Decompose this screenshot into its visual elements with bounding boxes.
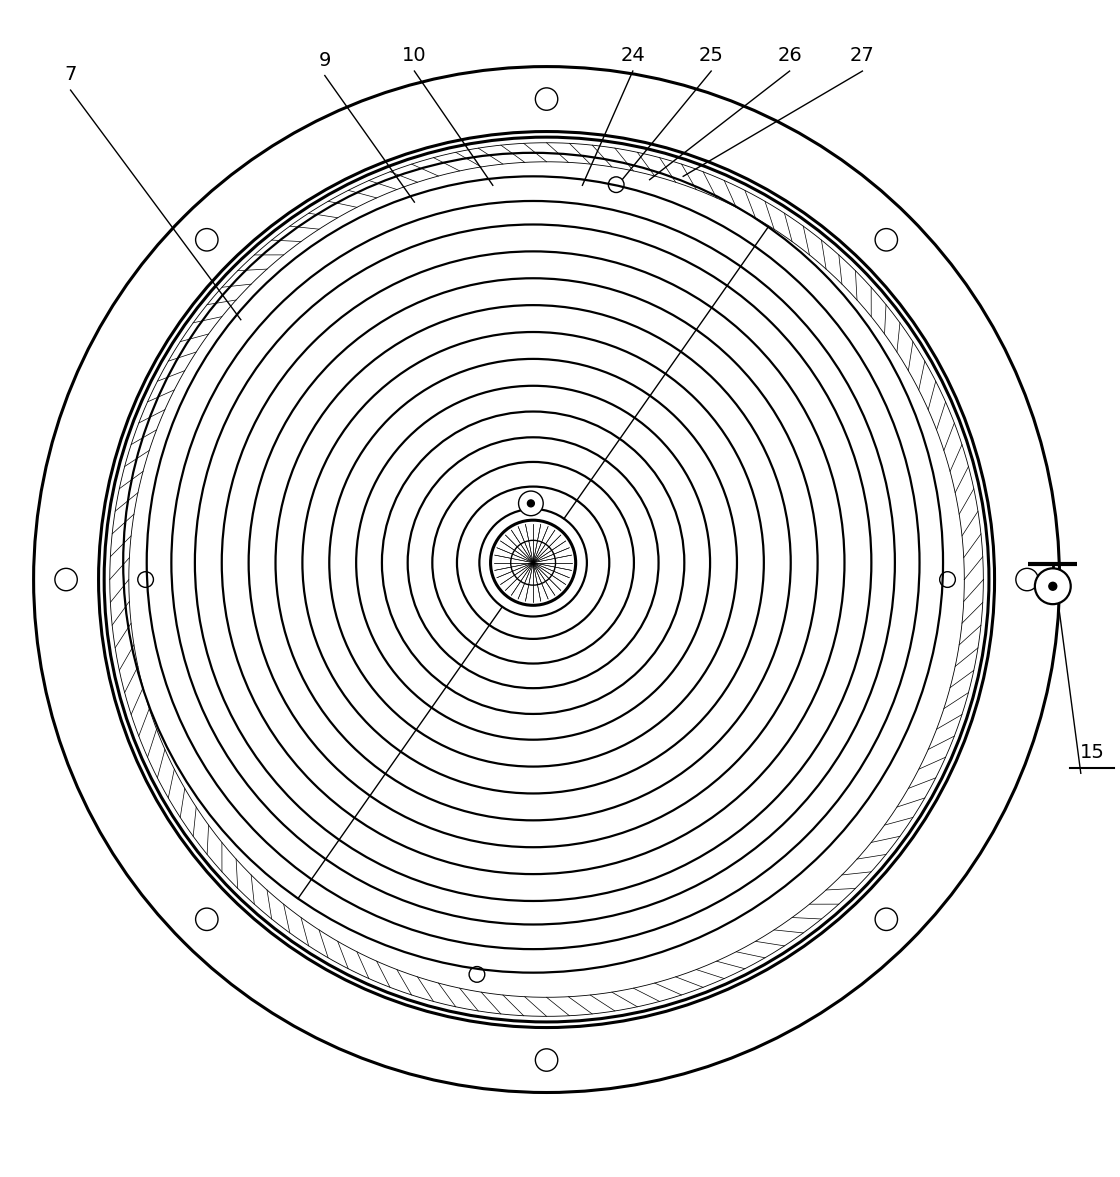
Circle shape bbox=[196, 228, 218, 251]
Circle shape bbox=[1048, 583, 1057, 590]
Circle shape bbox=[528, 500, 534, 507]
Circle shape bbox=[55, 568, 77, 591]
Circle shape bbox=[491, 520, 576, 605]
Text: 27: 27 bbox=[850, 46, 875, 66]
Circle shape bbox=[469, 966, 485, 983]
Circle shape bbox=[196, 909, 218, 931]
Text: 25: 25 bbox=[699, 46, 724, 66]
Circle shape bbox=[608, 177, 624, 193]
Circle shape bbox=[138, 572, 153, 587]
Circle shape bbox=[875, 909, 897, 931]
Circle shape bbox=[1035, 568, 1071, 604]
Circle shape bbox=[535, 88, 558, 111]
Circle shape bbox=[940, 572, 955, 587]
Text: 24: 24 bbox=[620, 46, 645, 66]
Text: 7: 7 bbox=[64, 66, 77, 85]
Text: 15: 15 bbox=[1080, 743, 1104, 762]
Circle shape bbox=[535, 1049, 558, 1071]
Circle shape bbox=[519, 491, 543, 516]
Text: 9: 9 bbox=[318, 51, 332, 69]
Text: 10: 10 bbox=[402, 46, 427, 66]
Circle shape bbox=[875, 228, 897, 251]
Circle shape bbox=[1016, 568, 1038, 591]
Text: 26: 26 bbox=[777, 46, 802, 66]
